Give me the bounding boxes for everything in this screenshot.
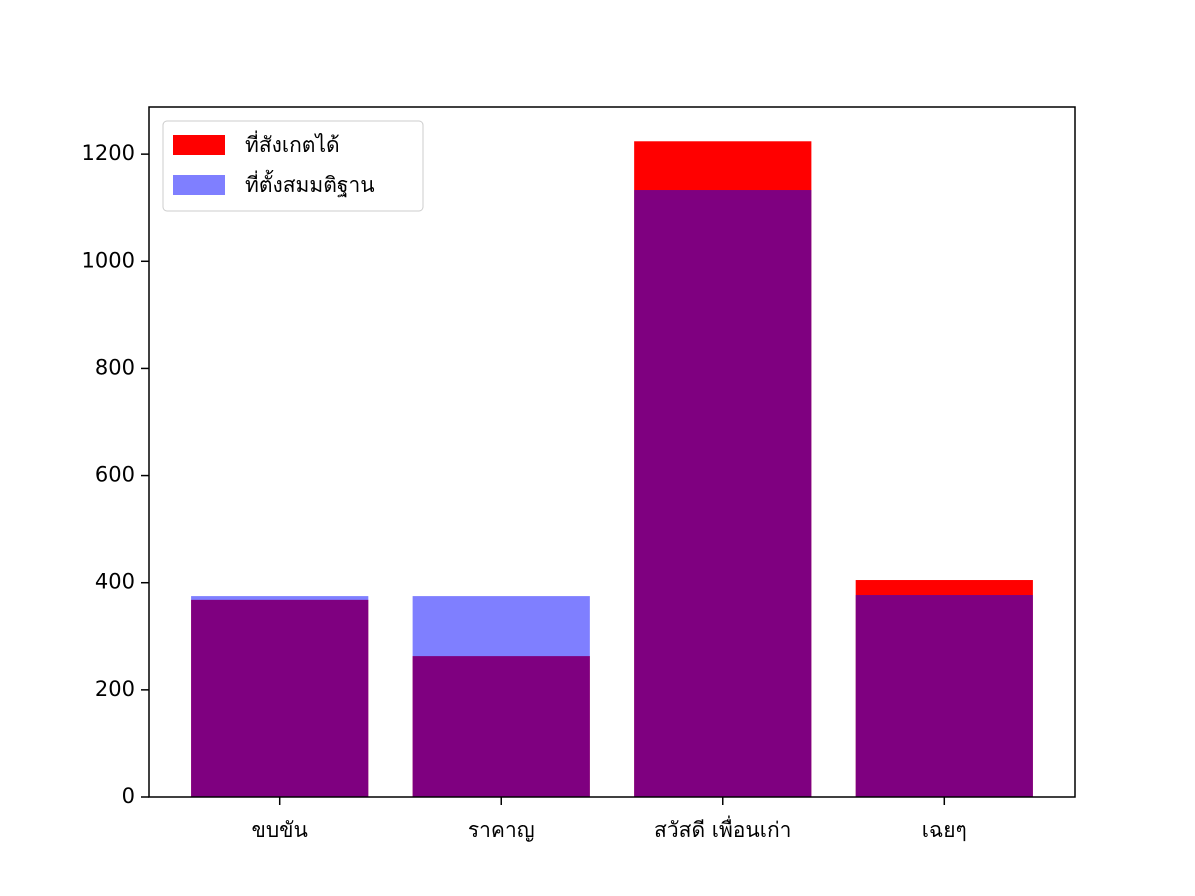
bar: [855, 595, 1033, 797]
x-tick-label: เฉยๆ: [922, 818, 967, 842]
x-tick-label: ราคาญ: [468, 818, 535, 842]
legend-label: ที่ตั้งสมมติฐาน: [245, 170, 375, 197]
y-tick-label: 400: [95, 570, 135, 594]
legend: ที่สังเกตได้ที่ตั้งสมมติฐาน: [162, 120, 424, 212]
plot-frame: [148, 106, 1076, 798]
legend-frame: [162, 120, 424, 212]
x-tick-label: ขบขัน: [252, 818, 308, 842]
x-tick-label: สวัสดี เพื่อนเก่า: [654, 815, 791, 842]
legend-swatch: [173, 135, 225, 155]
bar: [191, 596, 369, 797]
bar: [412, 596, 590, 797]
y-tick-label: 0: [122, 784, 135, 808]
y-tick-label: 600: [95, 463, 135, 487]
y-tick-label: 800: [95, 355, 135, 379]
y-tick-label: 200: [95, 677, 135, 701]
legend-label: ที่สังเกตได้: [245, 130, 340, 157]
bar: [634, 190, 812, 798]
legend-swatch: [173, 175, 225, 195]
y-tick-label: 1200: [82, 141, 135, 165]
y-tick-label: 1000: [82, 248, 135, 272]
